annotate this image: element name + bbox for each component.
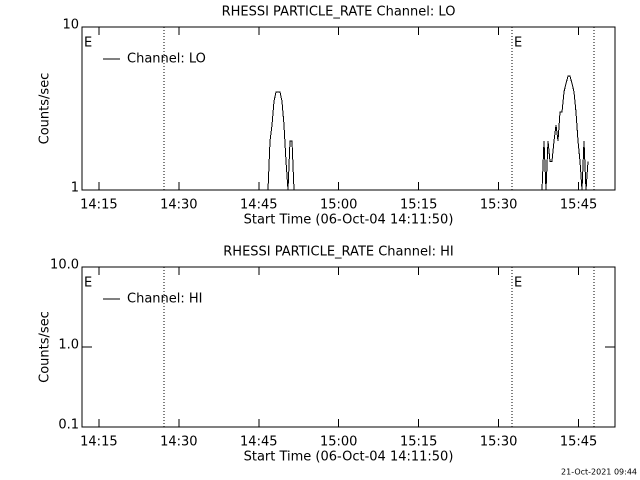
legend-label: Channel: HI	[127, 292, 203, 307]
x-tick-label: 15:30	[480, 198, 517, 213]
plot-frame	[81, 26, 616, 191]
x-tick-label: 14:30	[160, 198, 197, 213]
x-tick-label: 15:15	[400, 435, 437, 450]
y-tick-label: 10	[62, 18, 79, 33]
chart-title: RHESSI PARTICLE_RATE Channel: LO	[222, 5, 456, 20]
x-tick-label: 15:30	[480, 435, 517, 450]
x-axis-title: Start Time (06-Oct-04 14:11:50)	[244, 213, 454, 228]
flag-label: E	[84, 276, 92, 291]
y-tick-label: 1	[71, 181, 79, 196]
y-axis-title: Counts/sec	[38, 73, 53, 145]
x-tick-label: 14:15	[80, 435, 117, 450]
y-tick-label: 10.0	[50, 258, 79, 273]
y-axis-title: Counts/sec	[38, 311, 53, 383]
x-tick-label: 15:00	[320, 198, 357, 213]
x-tick-label: 15:45	[560, 198, 597, 213]
legend-label: Channel: LO	[127, 52, 206, 67]
x-tick-label: 15:45	[560, 435, 597, 450]
y-tick-label: 1.0	[58, 338, 79, 353]
x-tick-label: 14:45	[240, 435, 277, 450]
chart-title: RHESSI PARTICLE_RATE Channel: HI	[223, 245, 453, 260]
x-tick-label: 14:30	[160, 435, 197, 450]
y-tick-label: 0.1	[58, 418, 79, 433]
x-axis-title: Start Time (06-Oct-04 14:11:50)	[244, 450, 454, 465]
x-tick-label: 15:00	[320, 435, 357, 450]
flag-label: E	[514, 36, 522, 51]
x-tick-label: 15:15	[400, 198, 437, 213]
data-line	[267, 75, 589, 191]
x-tick-label: 14:15	[80, 198, 117, 213]
flag-label: E	[84, 36, 92, 51]
flag-label: E	[514, 276, 522, 291]
x-tick-label: 14:45	[240, 198, 277, 213]
timestamp: 21-Oct-2021 09:44	[561, 468, 637, 477]
